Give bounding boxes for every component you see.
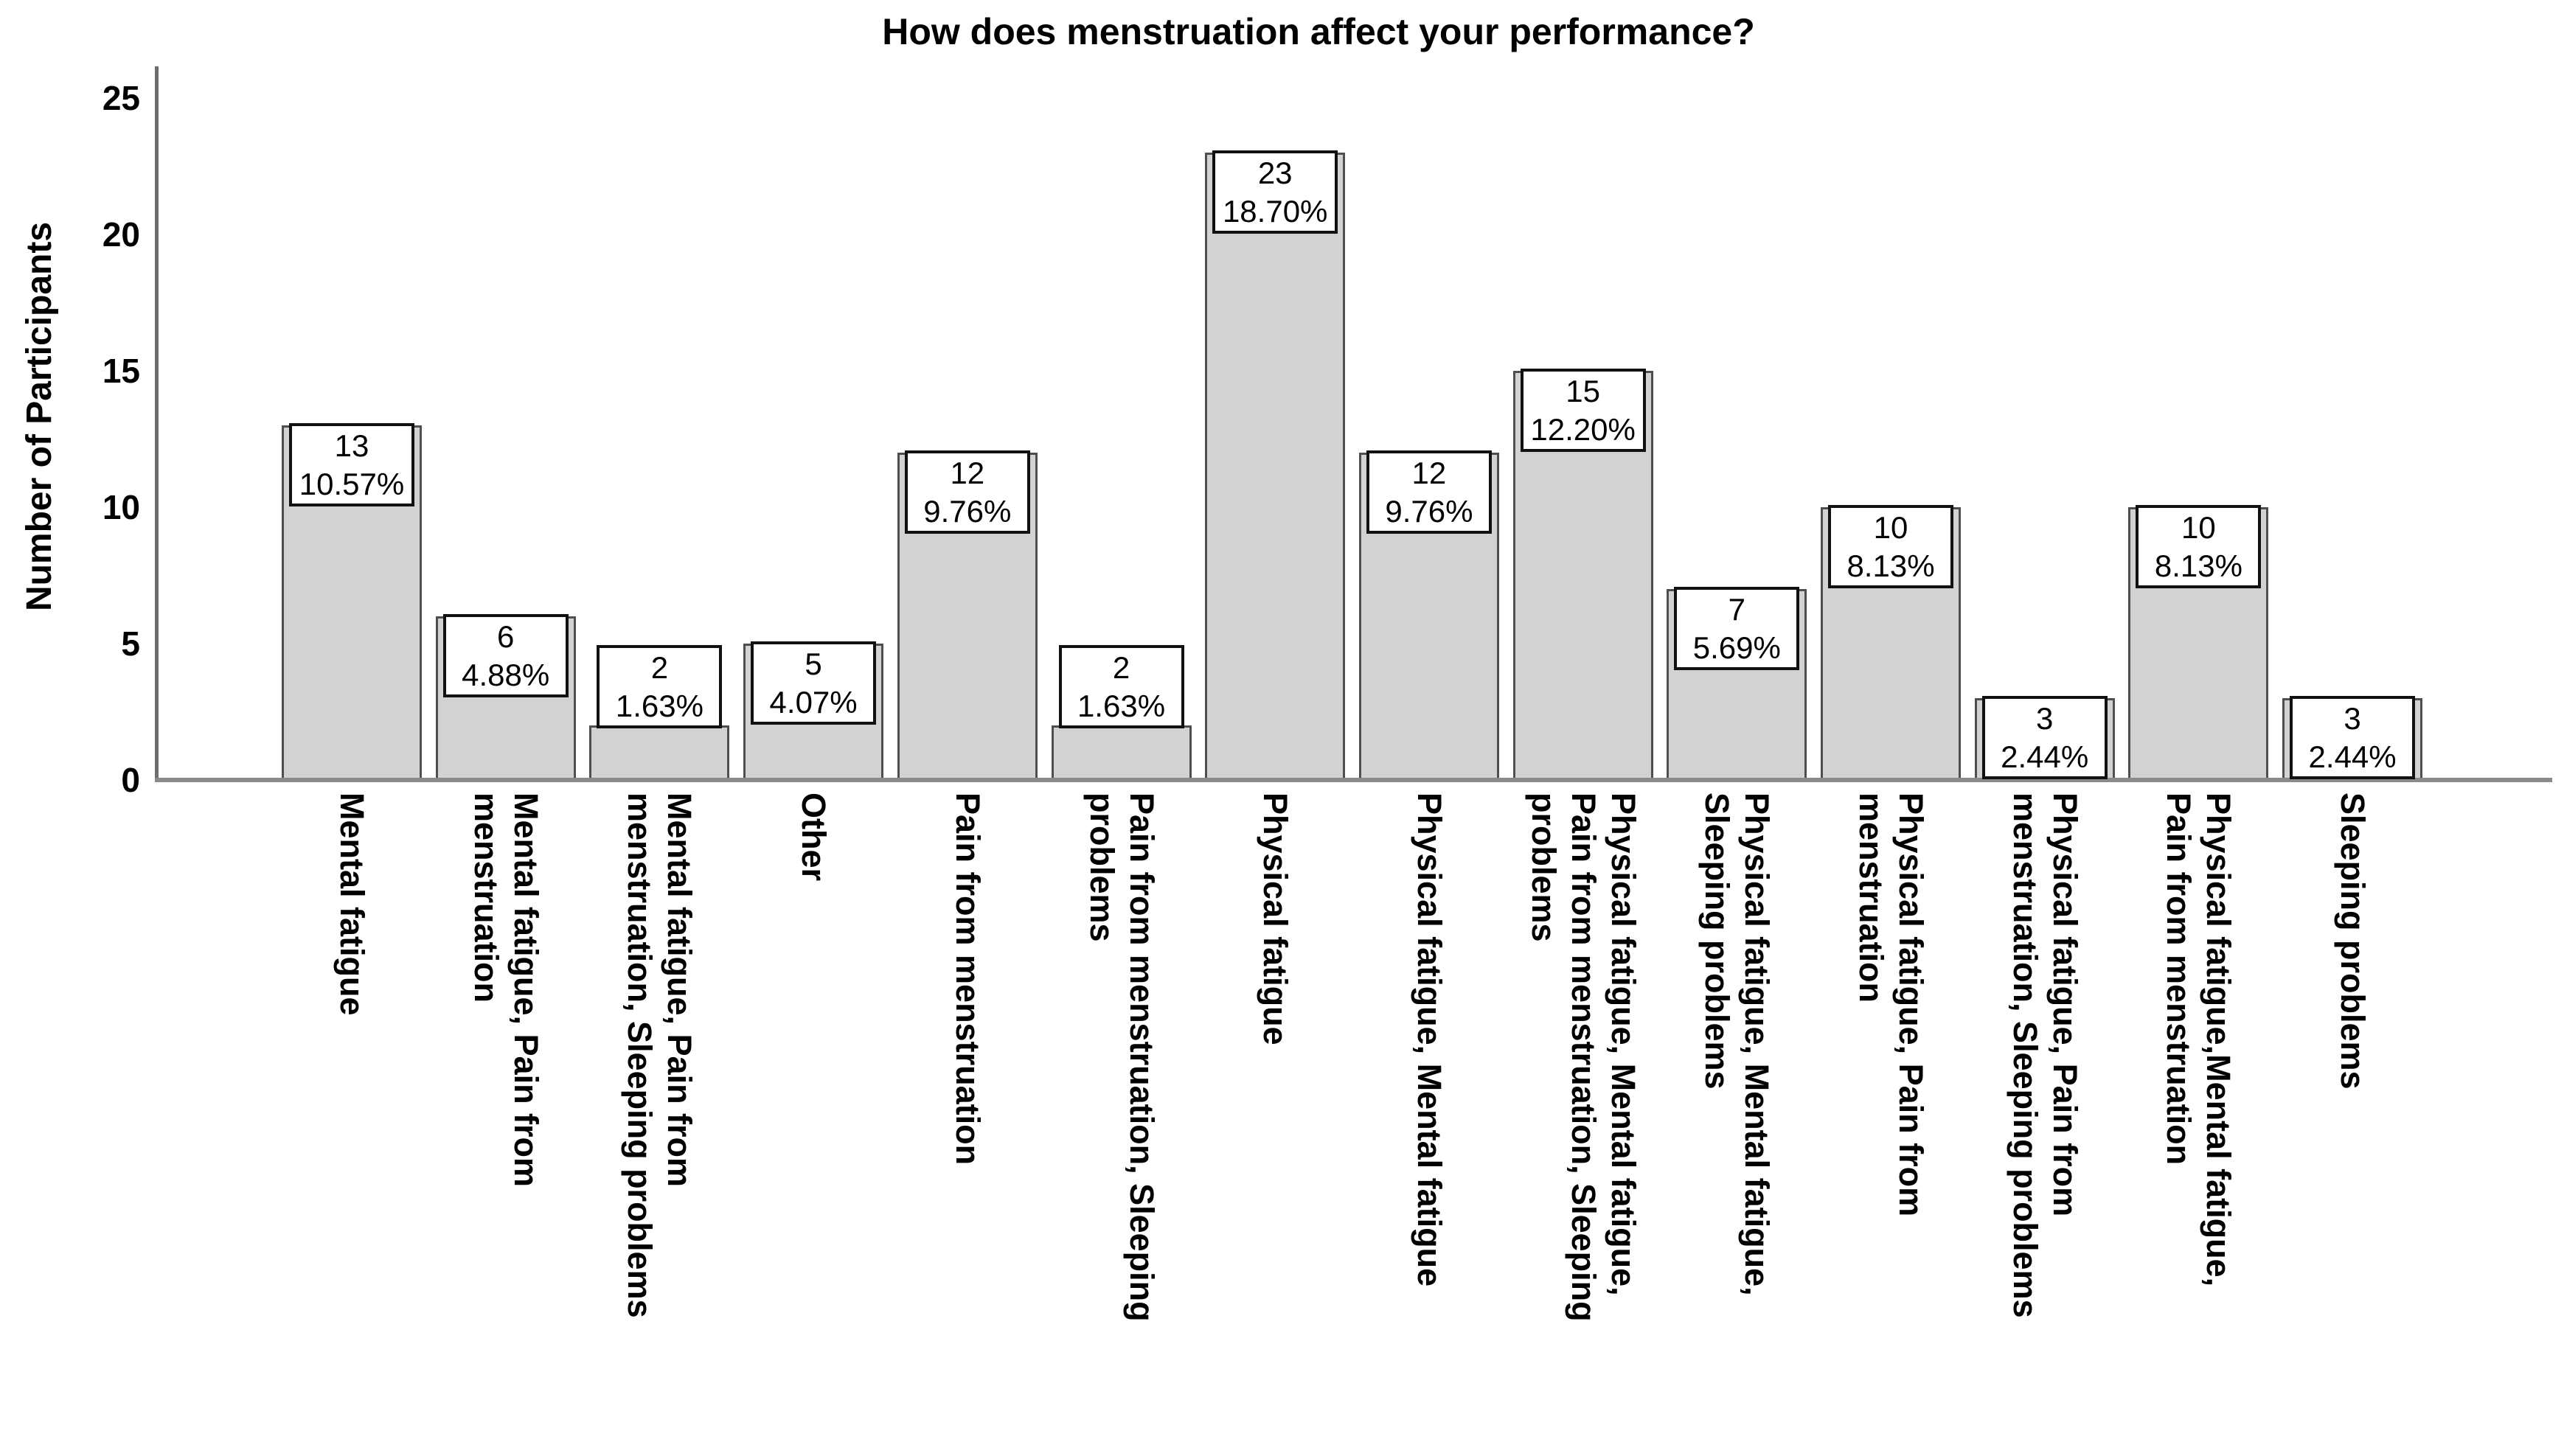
bar-value-label: 5 4.07% (751, 641, 877, 725)
bar (1205, 153, 1346, 780)
bar-count: 2 (1112, 650, 1130, 685)
bar-count: 12 (1411, 456, 1447, 490)
y-axis-line (155, 66, 159, 782)
bar-percent: 18.70% (1222, 194, 1328, 229)
y-tick-label-0: 0 (121, 761, 140, 799)
category-label: Sleeping problems (2332, 793, 2372, 1090)
bar-count: 7 (1728, 592, 1745, 627)
bar-count: 5 (805, 647, 822, 681)
bar-count: 12 (950, 456, 985, 490)
category-label-line: Physical fatigue,Mental fatigue, (2200, 793, 2238, 1287)
category-label-line: Sleeping problems (1698, 793, 1737, 1090)
bar-value-label: 2 1.63% (1058, 645, 1184, 728)
bar-percent: 12.20% (1530, 412, 1636, 447)
x-axis-line (155, 778, 2552, 782)
y-tick-label-25: 25 (102, 79, 140, 117)
bar-value-label: 13 10.57% (289, 423, 414, 506)
category-label: Pain from menstruation, Sleeping problems (1082, 793, 1161, 1322)
y-tick-label-20: 20 (102, 215, 140, 254)
category-label-line: Pain from menstruation (2160, 793, 2198, 1166)
bar-value-label: 12 9.76% (904, 450, 1030, 534)
bar-count: 15 (1566, 374, 1600, 408)
bar (589, 725, 730, 780)
category-label-line: Physical fatigue, Mental fatigue, (1738, 793, 1776, 1296)
category-label: Mental fatigue (332, 793, 372, 1016)
bar-count: 2 (650, 650, 669, 685)
bar-count: 10 (2181, 510, 2216, 545)
bar-percent: 2.44% (2001, 739, 2089, 774)
category-label: Mental fatigue, Pain from menstruation (466, 793, 546, 1187)
bar-value-label: 10 8.13% (2136, 505, 2262, 588)
category-label-line: Physical fatigue, Pain from (2046, 793, 2084, 1217)
category-label-line: menstruation (1852, 793, 1890, 1003)
category-label: Physical fatigue, Mental fatigue (1409, 793, 1449, 1286)
category-label: Physical fatigue (1255, 793, 1295, 1045)
bar-percent: 1.63% (615, 689, 703, 723)
y-axis-title: Number of Participants (20, 221, 59, 612)
category-label-line: Mental fatigue, Pain from (507, 793, 545, 1188)
bar-count: 6 (497, 619, 515, 654)
bar-value-label: 2 1.63% (597, 645, 723, 728)
category-label-line: Physical fatigue, Mental fatigue, (1604, 793, 1642, 1296)
bar-value-label: 3 2.44% (1981, 696, 2108, 779)
bar-value-label: 12 9.76% (1366, 450, 1492, 534)
category-label-line: Pain from menstruation (948, 793, 987, 1166)
category-label-line: menstruation, Sleeping problems (621, 793, 659, 1318)
bar-percent: 2.44% (2308, 739, 2397, 774)
category-label-line: menstruation, Sleeping problems (2006, 793, 2044, 1318)
category-label: Pain from menstruation (948, 793, 987, 1165)
category-label-line: Mental fatigue (333, 793, 371, 1016)
category-label: Physical fatigue, Mental fatigue, Pain fr… (1524, 793, 1643, 1322)
bar-value-label: 10 8.13% (1828, 505, 1953, 588)
category-label-line: Sleeping problems (2334, 793, 2372, 1090)
bar-percent: 1.63% (1077, 689, 1166, 723)
bar-percent: 9.76% (923, 494, 1012, 529)
category-label: Mental fatigue, Pain from menstruation, S… (619, 793, 699, 1318)
category-label-line: Other (795, 793, 833, 882)
category-label: Physical fatigue, Mental fatigue, Sleepin… (1697, 793, 1776, 1296)
bar-percent: 4.88% (462, 658, 550, 692)
category-label-line: Physical fatigue (1257, 793, 1295, 1045)
y-tick-label-10: 10 (102, 488, 140, 526)
bar-value-label: 3 2.44% (2290, 696, 2416, 779)
bar-value-label: 23 18.70% (1212, 150, 1338, 234)
bar-value-label: 7 5.69% (1674, 587, 1800, 670)
bar (1051, 725, 1192, 780)
bar-percent: 8.13% (1846, 548, 1935, 583)
category-label: Physical fatigue, Pain from menstruation,… (2005, 793, 2085, 1318)
category-label-line: Pain from menstruation, Sleeping (1564, 793, 1602, 1322)
category-label-line: Physical fatigue, Mental fatigue (1410, 793, 1448, 1287)
bar-percent: 10.57% (299, 467, 405, 501)
y-tick-label-15: 15 (102, 352, 140, 390)
bar-percent: 5.69% (1692, 630, 1781, 665)
category-label-line: Mental fatigue, Pain from (661, 793, 699, 1188)
category-label: Other (793, 793, 833, 881)
bar-count: 23 (1257, 156, 1293, 190)
bar-percent: 9.76% (1385, 494, 1473, 529)
bar-count: 3 (2344, 701, 2361, 736)
y-tick-label-5: 5 (121, 624, 140, 663)
category-label-line: Pain from menstruation, Sleeping (1122, 793, 1161, 1322)
bar-percent: 8.13% (2154, 548, 2242, 583)
bar-percent: 4.07% (769, 685, 858, 720)
category-label-line: problems (1083, 793, 1121, 942)
category-label-line: problems (1524, 793, 1563, 942)
chart-title: How does menstruation affect your perfor… (882, 11, 1755, 52)
bar-value-label: 15 12.20% (1520, 369, 1646, 452)
category-label-line: menstruation (467, 793, 505, 1003)
category-label-line: Physical fatigue, Pain from (1892, 793, 1930, 1217)
bar-count: 13 (334, 428, 369, 463)
bar-count: 3 (2036, 701, 2054, 736)
bar-count: 10 (1873, 510, 1908, 545)
bar-value-label: 6 4.88% (442, 614, 569, 697)
category-label: Physical fatigue,Mental fatigue, Pain fro… (2158, 793, 2238, 1286)
category-label: Physical fatigue, Pain from menstruation (1851, 793, 1931, 1216)
